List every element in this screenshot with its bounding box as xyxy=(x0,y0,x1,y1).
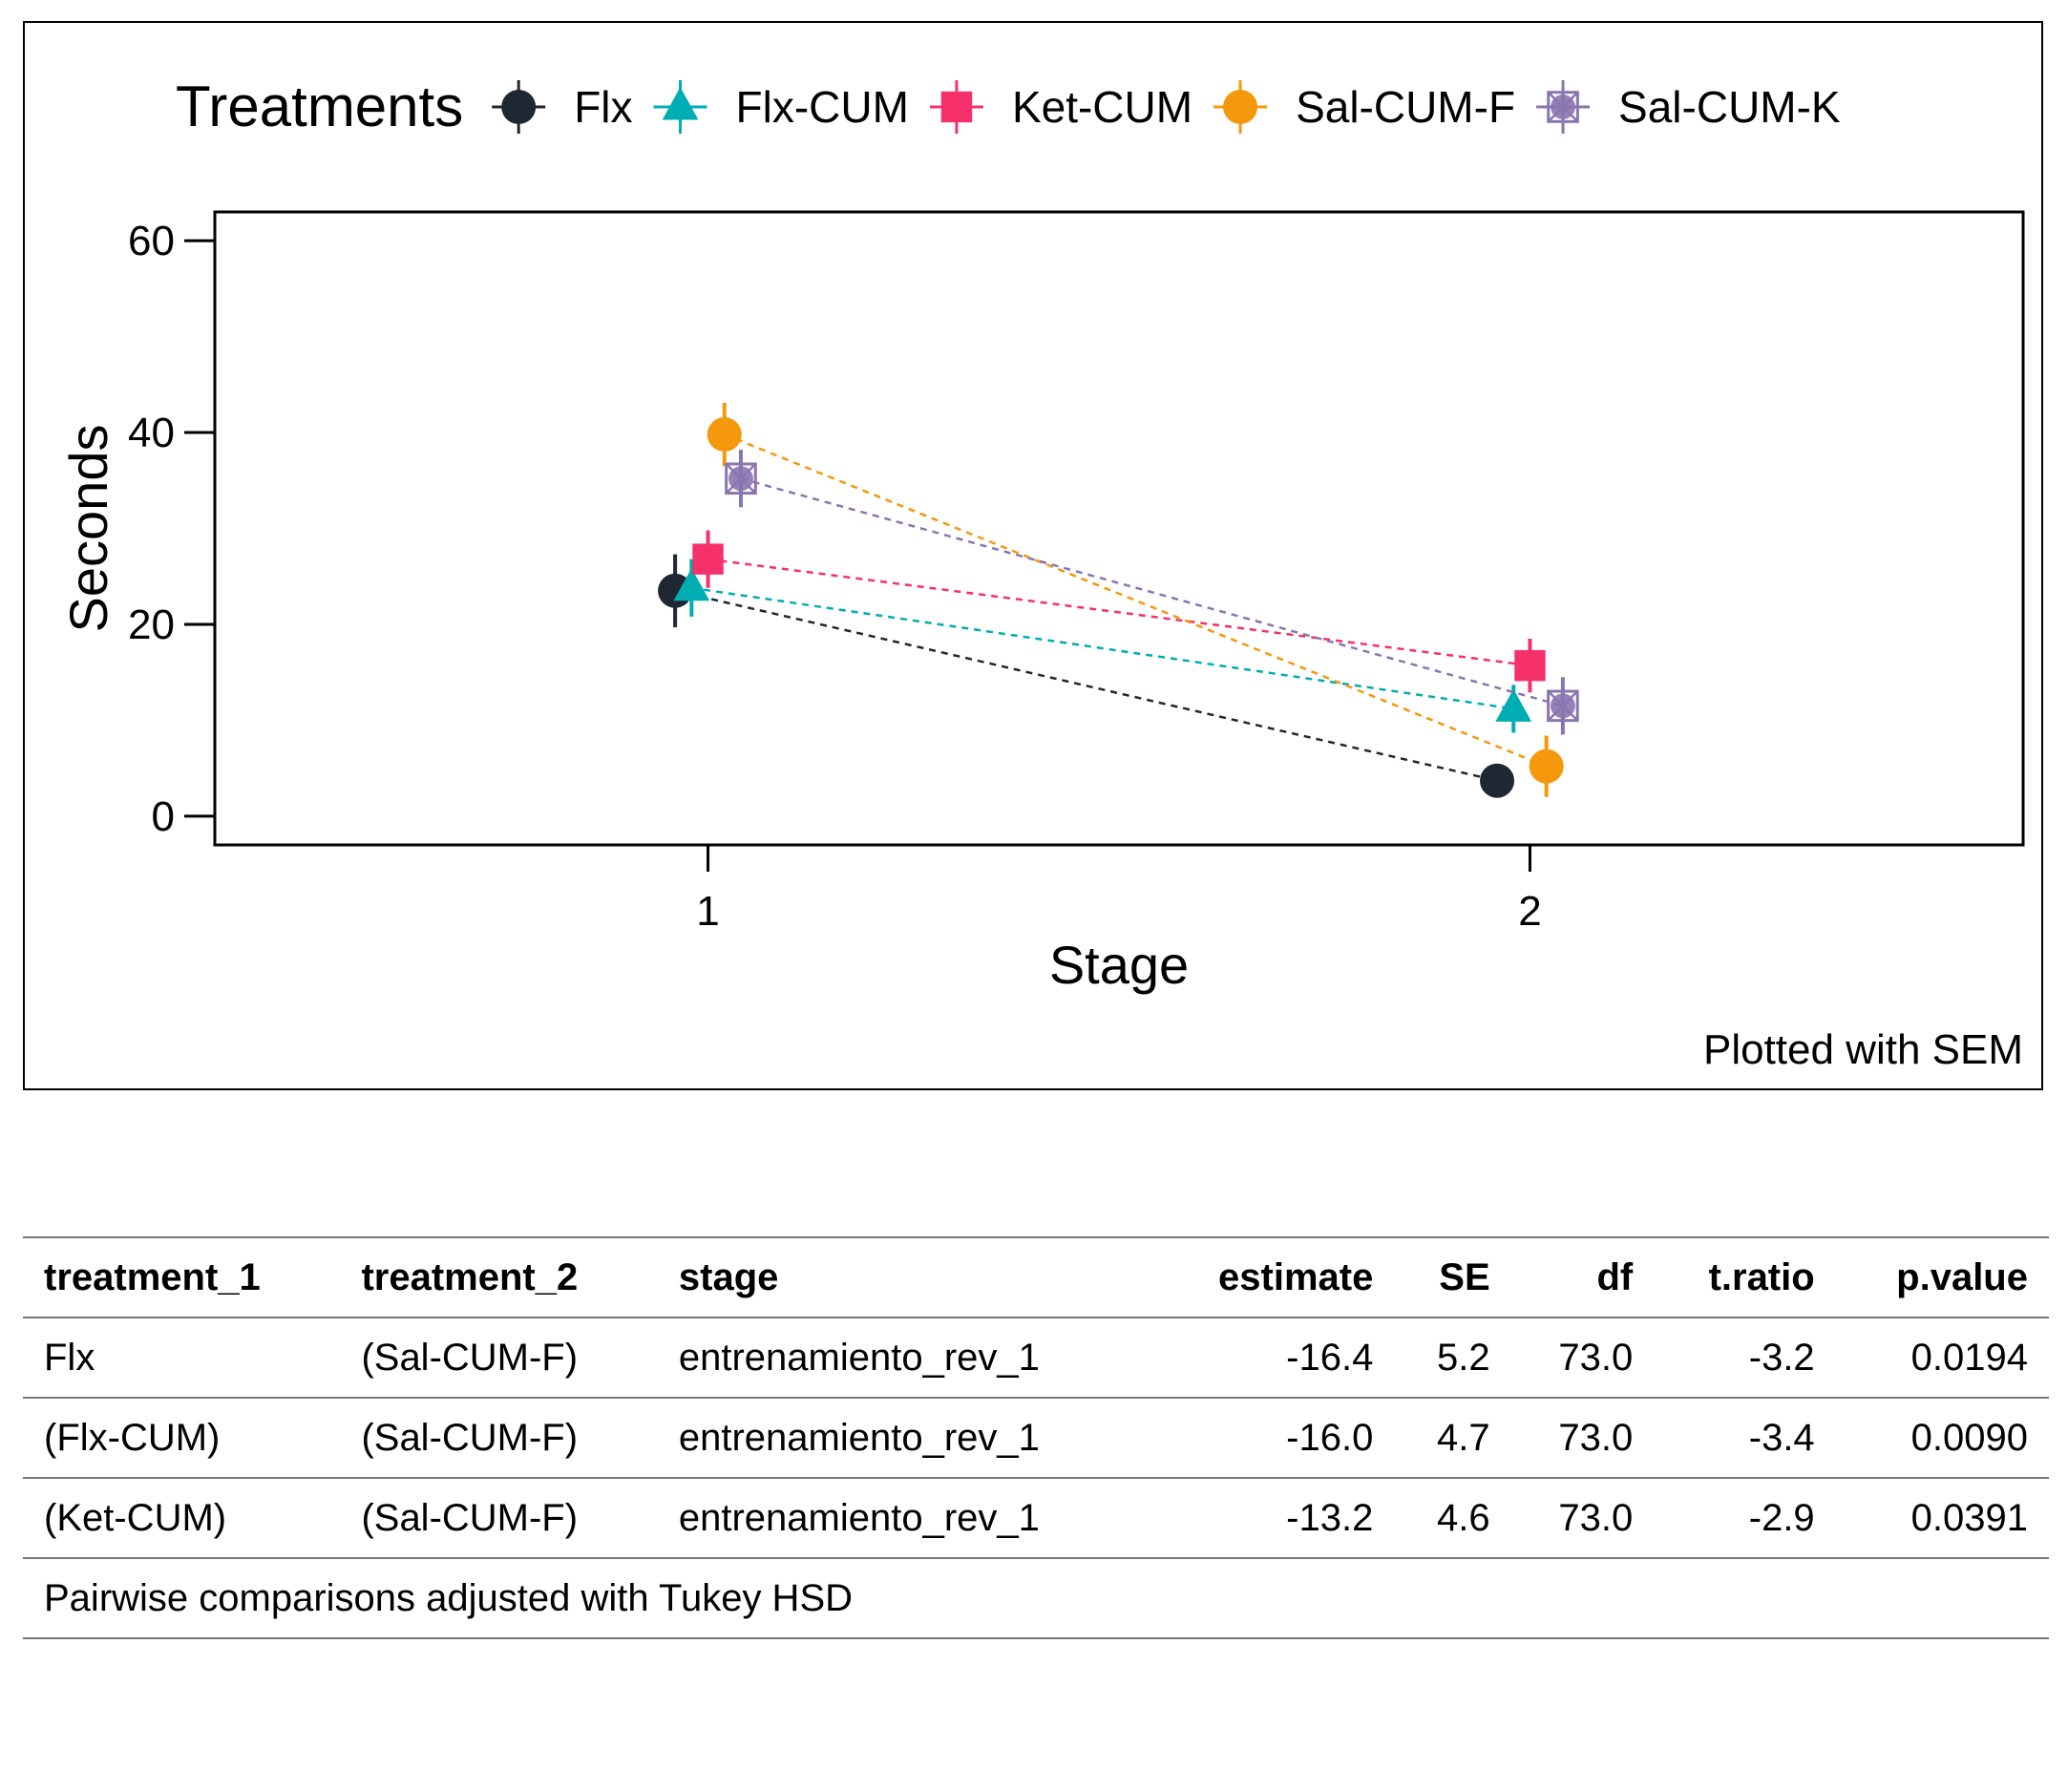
data-point xyxy=(1529,748,1564,784)
data-point xyxy=(1223,90,1258,124)
legend-label: Flx-CUM xyxy=(736,82,909,132)
data-point xyxy=(662,87,699,120)
data-point xyxy=(940,91,973,123)
chart-svg: 0 20 40 60 1 2 Stage Seconds Plotted with SEM Tre… xyxy=(58,74,2025,1073)
cell-se: 5.2 xyxy=(1437,1336,1490,1379)
x-tick-label: 1 xyxy=(696,888,719,935)
series-line xyxy=(740,477,1564,707)
cell-treatment-1: (Ket-CUM) xyxy=(44,1496,227,1539)
cell-p-value: 0.0194 xyxy=(1910,1336,2028,1379)
series-line xyxy=(724,432,1548,768)
cell-t-ratio: -3.2 xyxy=(1748,1336,1815,1379)
cell-stage: entrenamiento_rev_1 xyxy=(678,1336,1040,1379)
header-df: df xyxy=(1596,1255,1634,1298)
legend-label: Ket-CUM xyxy=(1012,82,1192,132)
header-estimate: estimate xyxy=(1218,1255,1374,1298)
data-point xyxy=(725,462,757,495)
y-axis-title: Seconds xyxy=(58,425,118,633)
header-treatment-2: treatment_2 xyxy=(361,1255,579,1298)
table-row: Flx (Sal-CUM-F) entrenamiento_rev_1 -16.… xyxy=(23,1318,2049,1398)
cell-treatment-1: (Flx-CUM) xyxy=(44,1416,221,1459)
chart-panel: 0 20 40 60 1 2 Stage Seconds Plotted with SEM Tre… xyxy=(23,21,2043,1090)
data-point xyxy=(673,568,710,601)
cell-treatment-1: Flx xyxy=(44,1336,95,1379)
data-point xyxy=(1547,689,1579,723)
cell-estimate: -16.0 xyxy=(1286,1416,1374,1459)
table-footnote: Pairwise comparisons adjusted with Tukey… xyxy=(23,1558,2049,1639)
header-p-value: p.value xyxy=(1896,1255,2028,1298)
data-point xyxy=(1547,91,1579,123)
legend-title: Treatments xyxy=(176,74,463,138)
legend-label: Sal-CUM-K xyxy=(1618,82,1841,132)
y-tick-label: 0 xyxy=(152,793,175,840)
pairwise-comparisons-table: treatment_1 treatment_2 stage estimate S… xyxy=(23,1236,2049,1639)
series-line xyxy=(707,558,1530,667)
y-tick-label: 40 xyxy=(128,410,175,456)
cell-se: 4.6 xyxy=(1437,1496,1490,1539)
cell-p-value: 0.0391 xyxy=(1910,1496,2028,1539)
series-sal-cum-k xyxy=(725,450,1579,735)
cell-treatment-2: (Sal-CUM-F) xyxy=(361,1416,579,1459)
data-point-center xyxy=(1551,95,1576,119)
cell-df: 73.0 xyxy=(1558,1336,1634,1379)
series-sal-cum-f xyxy=(707,402,1564,797)
table-row: (Flx-CUM) (Sal-CUM-F) entrenamiento_rev_… xyxy=(23,1398,2049,1478)
cell-df: 73.0 xyxy=(1558,1496,1634,1539)
cell-df: 73.0 xyxy=(1558,1416,1634,1459)
table-header-row: treatment_1 treatment_2 stage estimate S… xyxy=(23,1237,2049,1318)
table-footnote-row: Pairwise comparisons adjusted with Tukey… xyxy=(23,1558,2049,1639)
header-stage: stage xyxy=(678,1255,779,1298)
x-axis-title: Stage xyxy=(1049,935,1189,995)
series-line xyxy=(691,586,1514,710)
y-tick-label: 20 xyxy=(128,601,175,648)
cell-t-ratio: -3.4 xyxy=(1748,1416,1815,1459)
x-tick-label: 2 xyxy=(1518,888,1541,935)
data-point xyxy=(501,90,537,124)
cell-t-ratio: -2.9 xyxy=(1748,1496,1815,1539)
cell-p-value: 0.0090 xyxy=(1910,1416,2028,1459)
cell-treatment-2: (Sal-CUM-F) xyxy=(361,1496,579,1539)
header-t-ratio: t.ratio xyxy=(1708,1255,1815,1298)
table-row: (Ket-CUM) (Sal-CUM-F) entrenamiento_rev_… xyxy=(23,1478,2049,1558)
y-tick-label: 60 xyxy=(128,218,175,264)
series-flx-cum xyxy=(673,559,1532,733)
cell-estimate: -16.4 xyxy=(1286,1336,1374,1379)
data-point xyxy=(692,543,724,575)
data-point xyxy=(1495,688,1532,722)
cell-stage: entrenamiento_rev_1 xyxy=(678,1416,1040,1459)
header-se: SE xyxy=(1439,1255,1490,1298)
legend: Treatments Flx Flx-CUM Ket-CUM Sal-CUM-F Sal-… xyxy=(176,74,1841,138)
cell-estimate: -13.2 xyxy=(1286,1496,1374,1539)
cell-stage: entrenamiento_rev_1 xyxy=(678,1496,1040,1539)
legend-label: Flx xyxy=(574,82,632,132)
legend-label: Sal-CUM-F xyxy=(1296,82,1515,132)
data-point-center xyxy=(728,466,753,492)
cell-se: 4.7 xyxy=(1437,1416,1490,1459)
series-ket-cum xyxy=(692,530,1546,693)
data-point xyxy=(707,417,742,453)
cell-treatment-2: (Sal-CUM-F) xyxy=(361,1336,579,1379)
plot-panel-border xyxy=(213,210,2025,847)
chart-caption: Plotted with SEM xyxy=(1703,1026,2023,1073)
series-line xyxy=(674,589,1498,782)
series-flx xyxy=(658,554,1515,798)
header-treatment-1: treatment_1 xyxy=(44,1255,261,1298)
data-point-center xyxy=(1550,693,1575,719)
data-point xyxy=(1514,649,1546,682)
data-point xyxy=(1480,763,1515,798)
